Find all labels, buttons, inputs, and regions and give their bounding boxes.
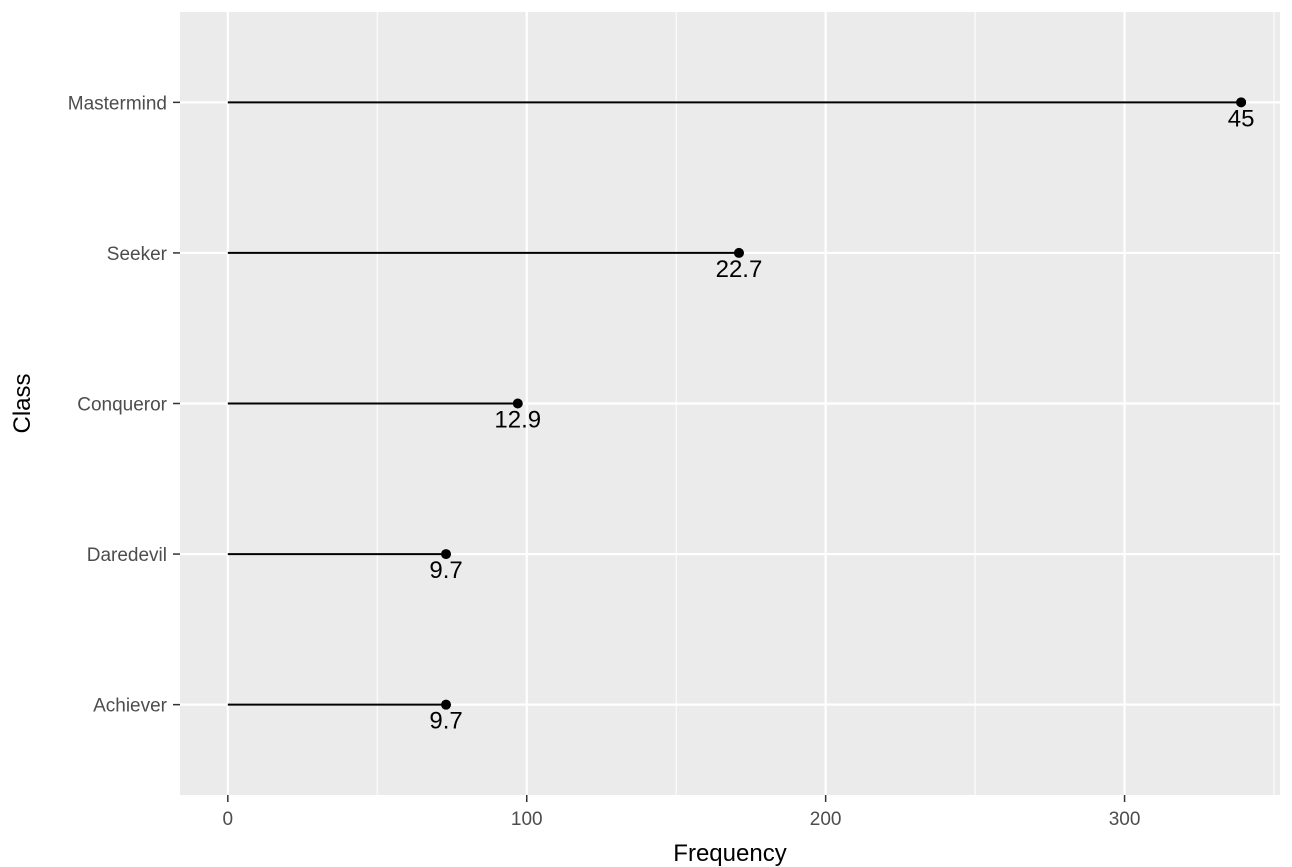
- y-tick-label: Mastermind: [68, 93, 167, 114]
- x-tick-label: 100: [511, 809, 543, 830]
- lollipop-points: [441, 97, 1247, 710]
- y-tick-label: Conqueror: [77, 395, 167, 416]
- data-label: 45: [1228, 105, 1255, 132]
- x-tick-label: 300: [1109, 809, 1141, 830]
- y-axis-title: Class: [9, 373, 36, 433]
- data-labels: 9.7 9.7 12.9 22.7 45: [429, 105, 1254, 734]
- lollipop-point: [441, 699, 452, 710]
- data-label: 9.7: [429, 708, 462, 735]
- y-tick-label: Seeker: [107, 244, 168, 265]
- lollipop-point: [512, 398, 523, 409]
- y-axis: Achiever Daredevil Conqueror Seeker Mastermi…: [68, 93, 180, 717]
- data-label: 9.7: [429, 557, 462, 584]
- data-label: 22.7: [716, 256, 763, 283]
- lollipop-stems: [227, 101, 1242, 706]
- x-axis: 0 100 200 300: [223, 795, 1141, 830]
- lollipop-point: [441, 549, 452, 560]
- lollipop-point: [733, 247, 744, 258]
- data-label: 12.9: [494, 407, 541, 434]
- x-tick-label: 200: [810, 809, 842, 830]
- lollipop-point: [1236, 97, 1247, 108]
- y-tick-label: Achiever: [93, 696, 168, 717]
- y-tick-label: Daredevil: [87, 545, 167, 566]
- x-axis-title: Frequency: [673, 840, 786, 867]
- x-tick-label: 0: [223, 809, 234, 830]
